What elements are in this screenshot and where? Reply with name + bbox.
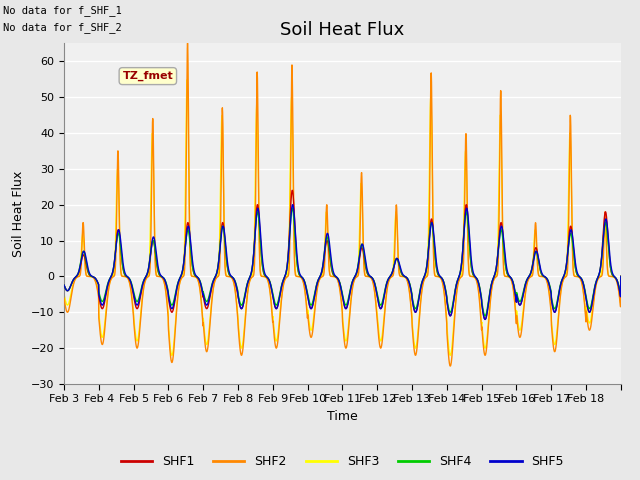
Y-axis label: Soil Heat Flux: Soil Heat Flux bbox=[12, 170, 25, 257]
X-axis label: Time: Time bbox=[327, 410, 358, 423]
Text: No data for f_SHF_2: No data for f_SHF_2 bbox=[3, 22, 122, 33]
Text: No data for f_SHF_1: No data for f_SHF_1 bbox=[3, 5, 122, 16]
Legend: SHF1, SHF2, SHF3, SHF4, SHF5: SHF1, SHF2, SHF3, SHF4, SHF5 bbox=[116, 450, 569, 473]
Title: Soil Heat Flux: Soil Heat Flux bbox=[280, 21, 404, 39]
Text: TZ_fmet: TZ_fmet bbox=[122, 71, 173, 81]
